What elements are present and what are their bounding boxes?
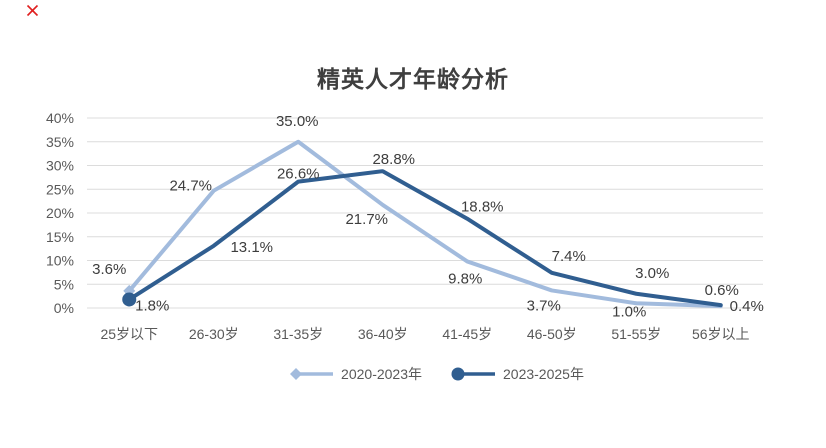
data-label-1: 3.0% [635, 265, 669, 282]
broken-image-icon [26, 4, 39, 17]
y-axis-tick-label: 5% [54, 276, 74, 292]
legend-label-2023-2025: 2023-2025年 [503, 366, 584, 382]
data-label-1: 28.8% [372, 151, 415, 168]
data-label-0: 3.7% [527, 297, 561, 314]
data-label-0: 21.7% [345, 211, 388, 228]
data-label-0: 1.0% [612, 303, 646, 320]
y-axis-tick-label: 0% [54, 300, 74, 316]
data-label-0: 35.0% [276, 113, 319, 130]
data-label-1: 26.6% [277, 166, 320, 183]
legend-item-2023-2025: 2023-2025年 [448, 364, 584, 384]
legend-label-2020-2023: 2020-2023年 [341, 366, 422, 382]
y-axis-tick-label: 20% [46, 205, 74, 221]
y-axis-tick-label: 25% [46, 181, 74, 197]
data-label-0: 9.8% [448, 270, 482, 287]
x-axis-category-label: 41-45岁 [442, 326, 492, 342]
data-label-0: 3.6% [92, 261, 126, 278]
data-label-0: 0.4% [730, 298, 764, 315]
x-axis-category-label: 46-50岁 [527, 326, 577, 342]
chart-title: 精英人才年龄分析 [317, 66, 509, 92]
data-label-1: 7.4% [552, 248, 586, 265]
series-line-1 [127, 169, 723, 308]
x-axis-category-label: 56岁以上 [692, 326, 750, 342]
data-label-1: 13.1% [230, 239, 273, 256]
y-axis-tick-label: 15% [46, 229, 74, 245]
series-line-0 [127, 139, 723, 309]
data-label-0: 24.7% [169, 178, 212, 195]
x-axis-category-label: 36-40岁 [358, 326, 408, 342]
data-point-marker-1 [122, 292, 137, 307]
legend-line-diamond-icon [290, 368, 334, 380]
legend-item-2020-2023: 2020-2023年 [286, 364, 422, 384]
data-label-1: 18.8% [461, 199, 504, 216]
x-axis-category-label: 26-30岁 [189, 326, 239, 342]
x-axis-category-label: 25岁以下 [100, 326, 158, 342]
x-axis-category-label: 31-35岁 [273, 326, 323, 342]
y-axis-tick-label: 10% [46, 253, 74, 269]
chart-legend: 2020-2023年 2023-2025年 [0, 364, 826, 384]
data-label-1: 1.8% [135, 297, 169, 314]
y-axis-tick-label: 40% [46, 110, 74, 126]
y-axis-tick-label: 30% [46, 158, 74, 174]
y-axis-tick-label: 35% [46, 134, 74, 150]
data-label-1: 0.6% [705, 282, 739, 299]
x-axis-category-label: 51-55岁 [611, 326, 661, 342]
legend-line-circle-icon [451, 367, 495, 381]
